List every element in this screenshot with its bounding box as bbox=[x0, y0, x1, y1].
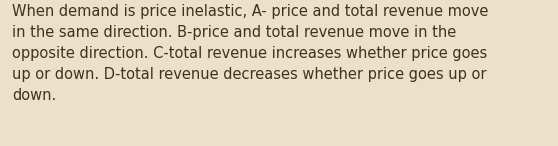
Text: When demand is price inelastic, A- price and total revenue move
in the same dire: When demand is price inelastic, A- price… bbox=[12, 4, 489, 103]
